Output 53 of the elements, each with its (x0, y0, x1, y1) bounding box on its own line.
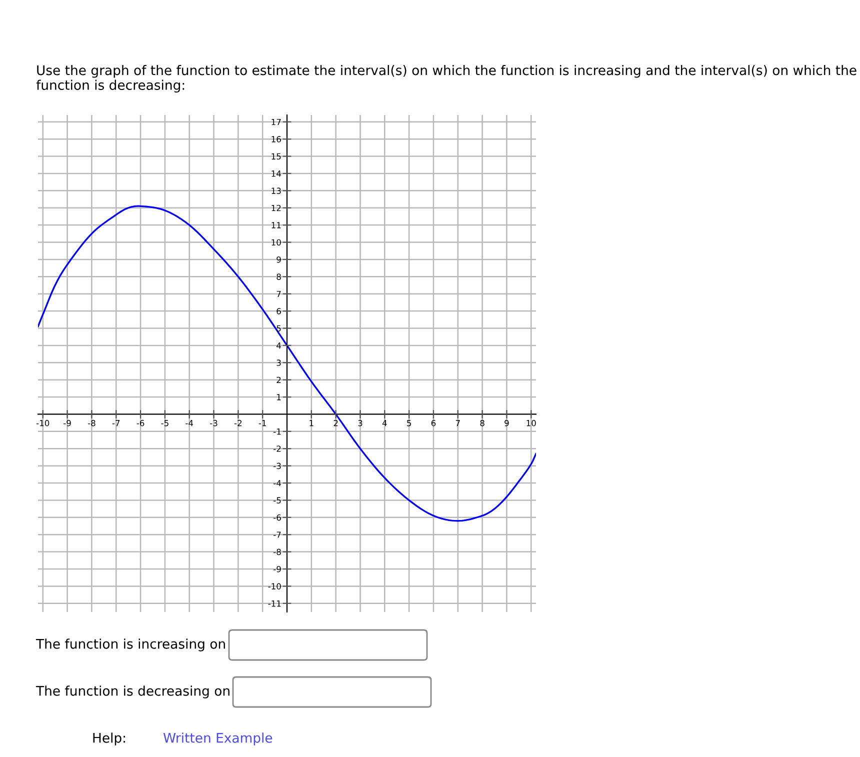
x-tick-label: 8 (480, 420, 484, 426)
text: Help: (93, 732, 125, 746)
y-tick-label: -1 (274, 428, 281, 435)
text: The function is decreasing on (36, 686, 230, 698)
y-tick-label: -4 (274, 480, 281, 486)
y-tick-label: 12 (272, 204, 281, 212)
x-tick-label: -1 (258, 420, 266, 426)
y-tick-label: 4 (276, 342, 281, 349)
x-tick-label: -3 (210, 420, 218, 426)
x-tick-label: -8 (88, 420, 96, 426)
x-tick-label: 4 (382, 420, 387, 426)
y-tick-label: 11 (272, 222, 281, 228)
y-tick-label: -8 (274, 548, 281, 556)
x-tick-label: 2 (334, 420, 338, 426)
text: Written Example (163, 732, 272, 746)
x-tick-label: -7 (112, 420, 120, 426)
y-tick-label: 3 (276, 360, 281, 366)
y-tick-label: 6 (276, 308, 281, 314)
y-tick-label: -2 (274, 446, 281, 452)
y-tick-label: -5 (274, 497, 281, 504)
x-tick-label: 7 (456, 420, 460, 426)
x-tick-label: -9 (64, 420, 71, 426)
y-tick-label: -3 (274, 462, 281, 470)
x-tick-label: 3 (358, 420, 362, 426)
y-tick-label: 1 (277, 394, 281, 400)
x-tick-label: -6 (136, 420, 144, 426)
x-tick-label: -2 (234, 420, 242, 426)
x-tick-label: 6 (431, 420, 436, 426)
x-tick-label: -5 (161, 420, 168, 426)
y-tick-label: 9 (276, 256, 281, 263)
y-tick-label: -11 (268, 600, 281, 607)
y-tick-label: 5 (276, 325, 281, 332)
y-tick-label: 8 (276, 274, 281, 280)
y-tick-label: -9 (274, 566, 281, 572)
y-tick-label: 15 (272, 153, 281, 160)
text: The function is increasing on (36, 638, 225, 652)
y-tick-label: 10 (272, 239, 281, 246)
x-tick-label: 9 (504, 420, 509, 426)
x-tick-label: 10 (526, 420, 536, 426)
y-tick-label: -10 (268, 583, 281, 590)
y-tick-label: -6 (274, 514, 281, 521)
y-tick-label: 7 (276, 290, 281, 298)
y-tick-label: -7 (274, 532, 281, 538)
x-tick-label: -4 (186, 420, 194, 426)
y-tick-label: 14 (272, 170, 281, 177)
y-tick-label: 13 (272, 188, 281, 194)
y-tick-label: 2 (276, 376, 281, 384)
chart-title: Use the graph of the function to estimate the interval(s) on which the function is increasing and the interval(s) on which the function is decreasing: (36, 65, 856, 93)
x-tick-label: 5 (407, 420, 411, 426)
x-tick-label: 1 (310, 420, 314, 426)
x-tick-label: -10 (36, 420, 50, 426)
y-tick-label: 16 (272, 136, 281, 142)
y-tick-label: 17 (272, 118, 281, 126)
